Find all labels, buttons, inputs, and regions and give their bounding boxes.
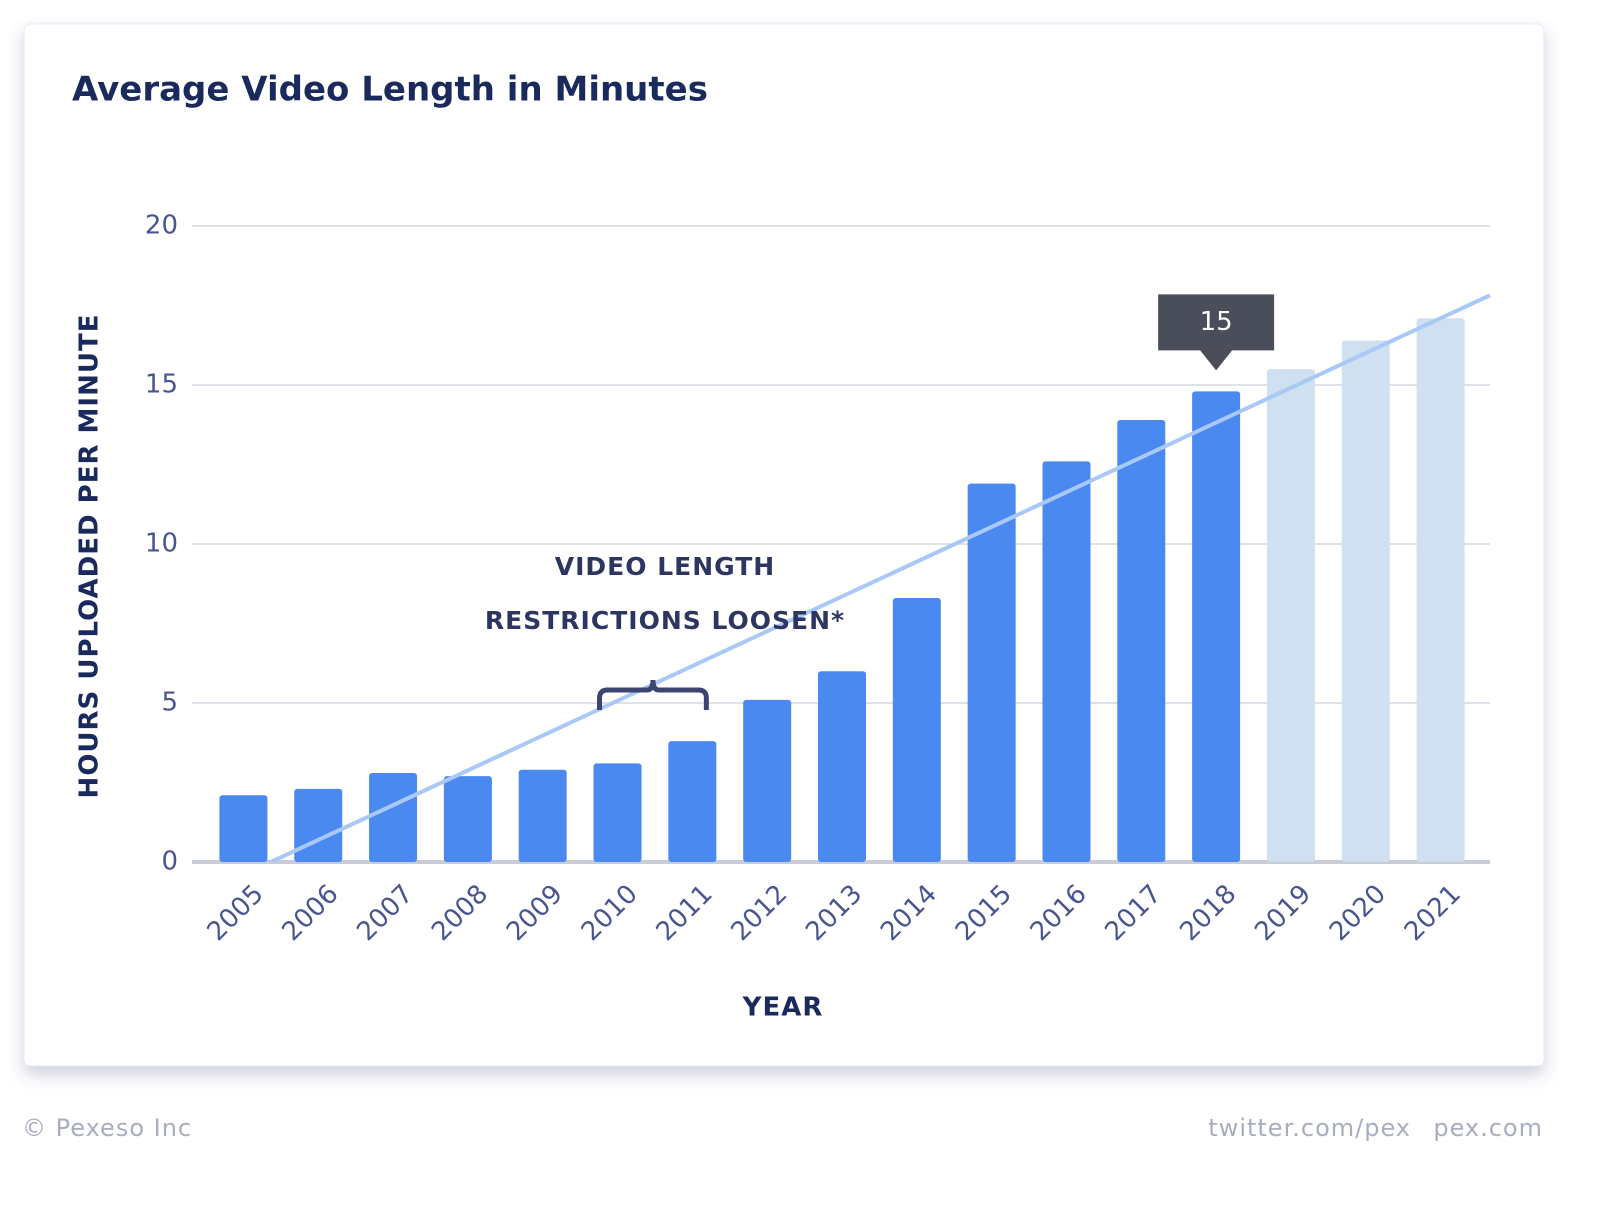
y-axis-label: HOURS UPLOADED PER MINUTE bbox=[75, 314, 105, 799]
brace bbox=[597, 679, 709, 710]
bar bbox=[1192, 391, 1241, 862]
y-tick-label: 15 bbox=[145, 370, 178, 400]
bar bbox=[818, 671, 866, 862]
x-axis-label: YEAR bbox=[742, 993, 824, 1023]
bar bbox=[369, 772, 418, 862]
trend-group bbox=[266, 293, 1491, 862]
annotation: RESTRICTIONS LOOSEN* bbox=[485, 606, 845, 635]
bar bbox=[593, 763, 642, 862]
tooltip-label: 15 bbox=[1200, 307, 1233, 337]
bar bbox=[1416, 318, 1465, 863]
trend-line bbox=[266, 293, 1491, 862]
y-tick-label: 10 bbox=[145, 529, 178, 559]
bar bbox=[1042, 461, 1091, 862]
bar bbox=[967, 483, 1016, 862]
bar bbox=[892, 598, 941, 862]
bar bbox=[518, 769, 567, 862]
copyright: © Pexeso Inc bbox=[22, 1114, 192, 1142]
y-tick-label: 0 bbox=[161, 847, 178, 877]
bar bbox=[668, 741, 717, 862]
footer-link[interactable]: pex.com bbox=[1433, 1114, 1543, 1142]
annotation: VIDEO LENGTH bbox=[555, 552, 775, 581]
bar bbox=[743, 699, 792, 862]
bar bbox=[294, 788, 343, 862]
bar bbox=[219, 795, 268, 862]
bar bbox=[443, 776, 492, 862]
tooltip-box bbox=[1158, 294, 1275, 371]
footer-link[interactable]: twitter.com/pex bbox=[1208, 1114, 1411, 1142]
bar bbox=[1266, 369, 1315, 862]
y-tick-label: 5 bbox=[161, 688, 178, 718]
bar bbox=[1341, 340, 1390, 863]
bar bbox=[1117, 419, 1166, 862]
y-tick-label: 20 bbox=[145, 211, 178, 241]
chart-title: Average Video Length in Minutes bbox=[72, 70, 708, 110]
